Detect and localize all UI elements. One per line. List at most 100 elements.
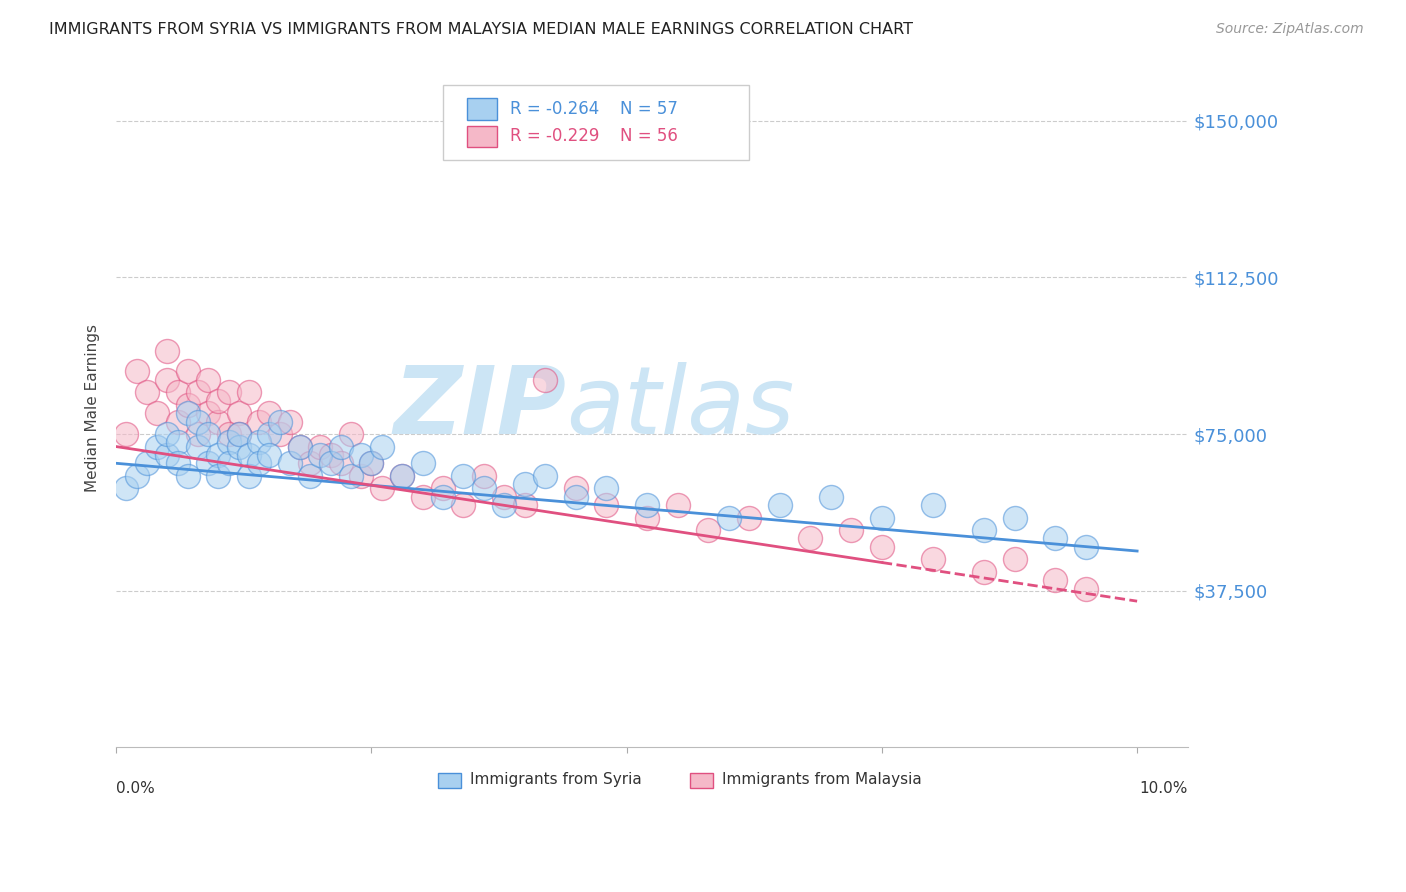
Point: [494, 498, 516, 512]
Point: [472, 468, 495, 483]
Point: [288, 440, 311, 454]
Point: [259, 427, 281, 442]
Text: Source: ZipAtlas.com: Source: ZipAtlas.com: [1216, 22, 1364, 37]
Point: [146, 406, 169, 420]
Point: [299, 456, 322, 470]
Point: [156, 373, 179, 387]
Point: [177, 364, 200, 378]
Point: [534, 373, 557, 387]
Point: [238, 385, 260, 400]
Point: [1004, 552, 1026, 566]
Point: [177, 468, 200, 483]
Point: [717, 510, 740, 524]
Text: R = -0.264: R = -0.264: [509, 100, 599, 118]
Text: atlas: atlas: [567, 362, 794, 453]
Text: 10.0%: 10.0%: [1140, 781, 1188, 797]
Text: Immigrants from Syria: Immigrants from Syria: [470, 772, 641, 788]
Point: [513, 498, 536, 512]
Point: [218, 456, 240, 470]
Point: [534, 468, 557, 483]
Point: [636, 498, 658, 512]
Point: [340, 468, 363, 483]
Point: [238, 468, 260, 483]
Point: [228, 427, 250, 442]
Point: [922, 552, 945, 566]
Point: [564, 481, 586, 495]
Point: [177, 398, 200, 412]
Point: [922, 498, 945, 512]
Point: [595, 481, 617, 495]
Point: [238, 448, 260, 462]
Point: [269, 427, 291, 442]
Point: [228, 406, 250, 420]
Point: [340, 427, 363, 442]
Point: [595, 498, 617, 512]
Point: [370, 481, 392, 495]
Point: [125, 468, 148, 483]
Point: [207, 468, 229, 483]
Point: [769, 498, 792, 512]
Point: [799, 532, 821, 546]
Point: [391, 468, 413, 483]
Point: [166, 415, 188, 429]
Point: [156, 427, 179, 442]
Point: [177, 406, 200, 420]
Point: [207, 393, 229, 408]
Point: [278, 415, 301, 429]
Point: [738, 510, 761, 524]
Point: [494, 490, 516, 504]
Text: R = -0.229: R = -0.229: [509, 128, 599, 145]
Point: [360, 456, 382, 470]
Point: [391, 468, 413, 483]
Point: [218, 385, 240, 400]
Point: [432, 481, 454, 495]
Point: [288, 440, 311, 454]
Bar: [467, 98, 496, 120]
Text: N = 56: N = 56: [620, 128, 678, 145]
Point: [259, 406, 281, 420]
Point: [247, 456, 270, 470]
Bar: [690, 773, 713, 789]
Point: [636, 510, 658, 524]
Point: [1045, 574, 1067, 588]
Point: [319, 448, 342, 462]
Point: [135, 385, 157, 400]
Point: [839, 523, 862, 537]
Point: [1074, 582, 1097, 596]
Point: [259, 448, 281, 462]
Point: [1004, 510, 1026, 524]
Point: [187, 440, 209, 454]
Point: [666, 498, 689, 512]
Point: [564, 490, 586, 504]
Point: [278, 456, 301, 470]
Point: [166, 456, 188, 470]
Point: [187, 427, 209, 442]
Point: [870, 540, 893, 554]
Text: Immigrants from Malaysia: Immigrants from Malaysia: [721, 772, 922, 788]
Point: [973, 565, 995, 579]
Point: [156, 448, 179, 462]
Point: [166, 435, 188, 450]
Point: [218, 435, 240, 450]
Point: [319, 456, 342, 470]
Point: [156, 343, 179, 358]
Point: [350, 468, 373, 483]
Point: [370, 440, 392, 454]
Text: IMMIGRANTS FROM SYRIA VS IMMIGRANTS FROM MALAYSIA MEDIAN MALE EARNINGS CORRELATI: IMMIGRANTS FROM SYRIA VS IMMIGRANTS FROM…: [49, 22, 914, 37]
Point: [412, 456, 434, 470]
Point: [453, 468, 475, 483]
Point: [1074, 540, 1097, 554]
Point: [432, 490, 454, 504]
FancyBboxPatch shape: [443, 86, 748, 161]
Point: [697, 523, 720, 537]
Point: [412, 490, 434, 504]
Point: [207, 415, 229, 429]
Text: N = 57: N = 57: [620, 100, 678, 118]
Point: [247, 435, 270, 450]
Point: [166, 385, 188, 400]
Point: [197, 456, 219, 470]
Point: [207, 448, 229, 462]
Point: [309, 448, 332, 462]
Point: [197, 373, 219, 387]
Point: [870, 510, 893, 524]
